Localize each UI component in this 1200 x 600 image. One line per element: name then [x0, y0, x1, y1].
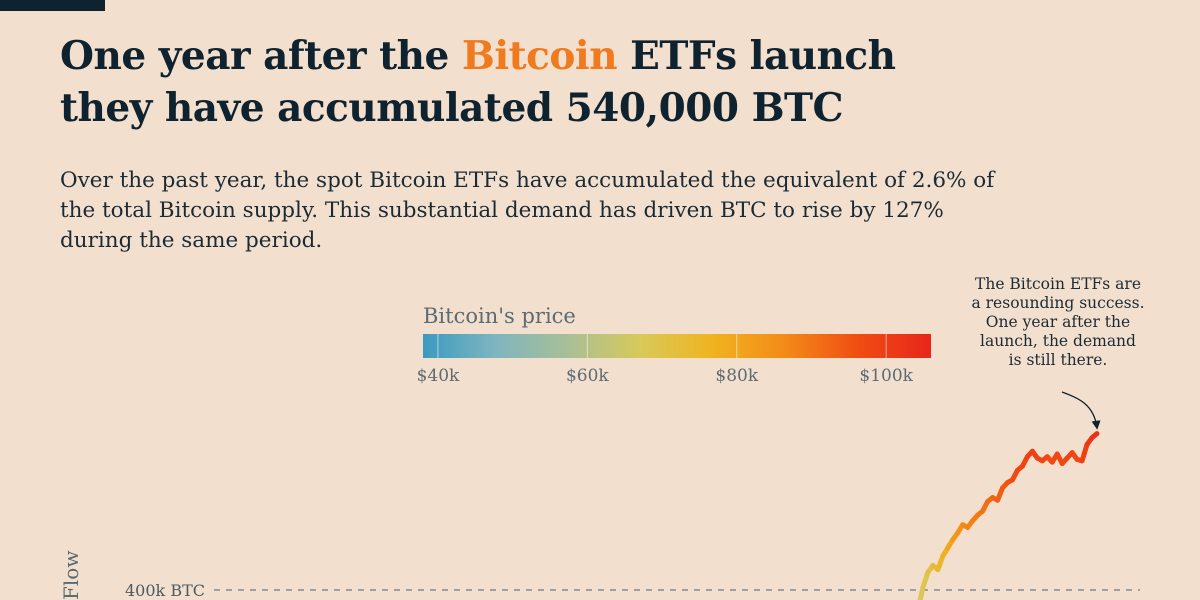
- legend-tick-label: $80k: [715, 366, 758, 386]
- y-axis: 400k BTC: [125, 581, 1140, 600]
- annotation-line: One year after the: [986, 313, 1130, 331]
- legend-tick-label: $100k: [859, 366, 913, 386]
- price-color-scale: [423, 334, 931, 358]
- annotation-line: a resounding success.: [971, 294, 1144, 312]
- annotation-line: The Bitcoin ETFs are: [975, 275, 1141, 293]
- annotation-arrow: [1061, 391, 1101, 430]
- top-accent-bar: [0, 0, 105, 11]
- flow-series: [917, 431, 1100, 600]
- legend-tick-label: $60k: [566, 366, 609, 386]
- title-text-before: One year after the: [60, 33, 462, 79]
- flow-line-segment: [920, 569, 931, 590]
- y-tick-label: 400k BTC: [125, 581, 205, 600]
- title-text-after: ETFs launch: [617, 33, 896, 79]
- legend-ticks: $40k $60k $80k $100k: [417, 334, 914, 386]
- annotation-line: is still there.: [1009, 351, 1108, 369]
- flow-line-segment: [1079, 441, 1090, 464]
- annotation-line: launch, the demand: [980, 332, 1136, 350]
- flow-line-segment: [917, 584, 926, 600]
- y-axis-title: Flow: [59, 551, 83, 600]
- chart-title: One year after the Bitcoin ETFs launch t…: [60, 30, 896, 134]
- chart-subtitle: Over the past year, the spot Bitcoin ETF…: [60, 168, 995, 253]
- legend-tick-label: $40k: [417, 366, 460, 386]
- legend-title: Bitcoin's price: [423, 304, 576, 328]
- title-line-2: they have accumulated 540,000 BTC: [60, 85, 844, 131]
- title-highlight-bitcoin: Bitcoin: [461, 33, 618, 79]
- flow-line-segment: [1089, 431, 1100, 441]
- annotation-text: The Bitcoin ETFs are a resounding success…: [971, 275, 1144, 369]
